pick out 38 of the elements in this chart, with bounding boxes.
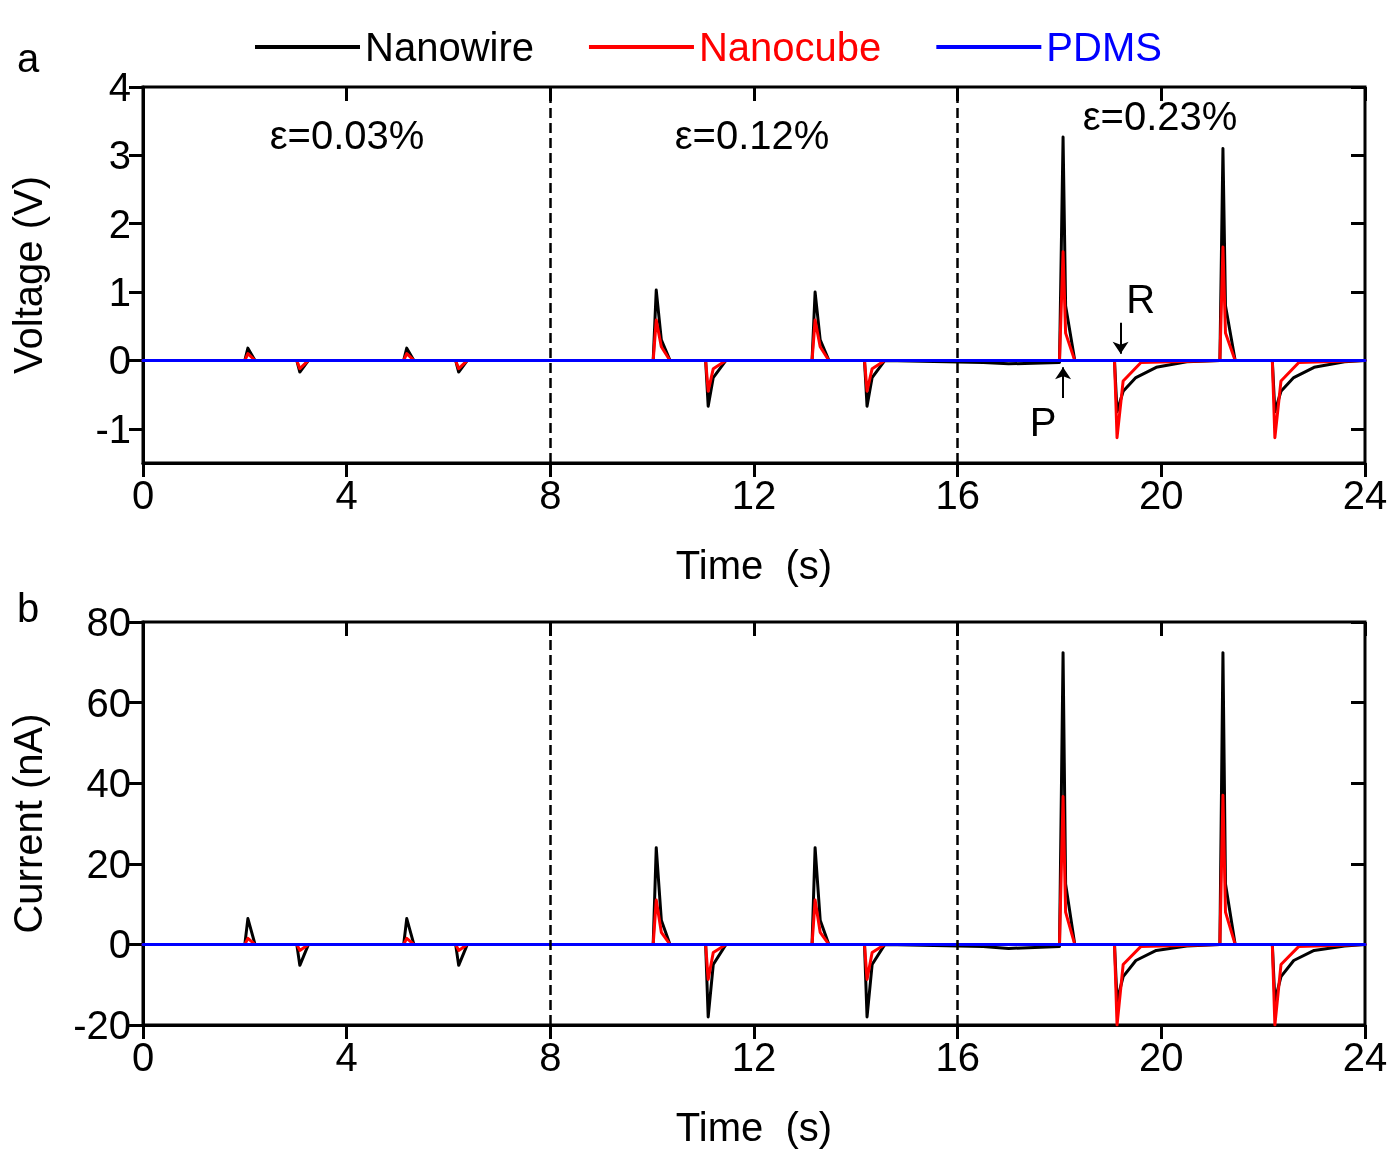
y-tick-label: 4 (108, 65, 131, 109)
text: a (17, 36, 40, 80)
y-tick-label: -20 (73, 1003, 131, 1047)
x-tick-label: 24 (1342, 1035, 1388, 1079)
x-tick-label: 20 (1139, 1035, 1184, 1079)
text: b (17, 586, 40, 630)
annotation: R (1126, 276, 1156, 321)
y-axis-title: Voltage (V) (6, 176, 50, 374)
annotation: ε=0.23% (1082, 94, 1238, 138)
x-axis-title: Time (s) (675, 543, 833, 587)
y-tick-label: 80 (86, 600, 131, 644)
annotation: ε=0.03% (269, 113, 425, 157)
x-tick-label: 16 (935, 473, 980, 517)
y-tick-label: -1 (95, 406, 131, 451)
annotation: P (1029, 400, 1057, 445)
y-tick-label: 0 (108, 338, 131, 383)
legend-label: Nanowire (365, 25, 534, 69)
x-tick-label: 4 (335, 1035, 358, 1079)
x-axis-title: Time (s) (675, 1105, 833, 1149)
y-tick-label: 60 (86, 680, 131, 725)
x-tick-label: 20 (1139, 473, 1184, 517)
x-tick-label: 24 (1342, 473, 1388, 517)
y-tick-label: 3 (108, 133, 131, 178)
x-tick-label: 4 (335, 473, 358, 517)
x-tick-label: 8 (539, 473, 562, 517)
y-tick-label: 0 (108, 922, 131, 967)
y-tick-label: 2 (108, 201, 131, 246)
annotation: ε=0.12% (674, 113, 830, 157)
y-axis-title: Current (nA) (6, 713, 50, 934)
x-tick-label: 12 (731, 1035, 777, 1079)
x-tick-label: 8 (539, 1035, 562, 1079)
legend-label: Nanocube (698, 25, 882, 69)
y-tick-label: 1 (108, 270, 131, 315)
x-tick-label: 16 (935, 1035, 980, 1079)
x-tick-label: 12 (731, 473, 777, 517)
y-tick-label: 20 (86, 841, 131, 886)
legend-label: PDMS (1046, 25, 1162, 69)
y-tick-label: 40 (86, 761, 131, 806)
